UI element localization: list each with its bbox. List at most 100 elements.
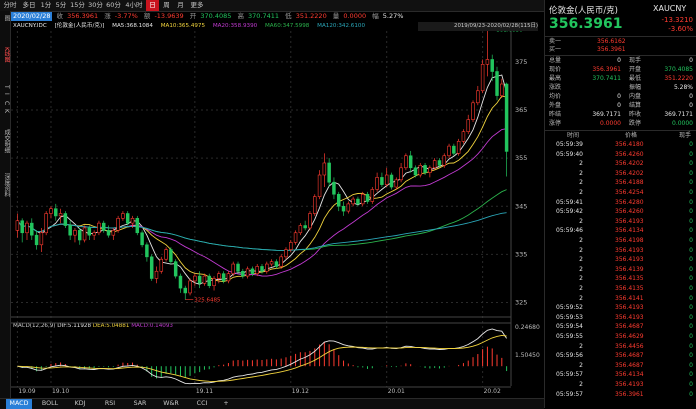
candle	[154, 266, 159, 284]
tick-time: 2	[579, 246, 583, 254]
candle	[408, 150, 413, 173]
period-tab-0[interactable]: 分时	[3, 1, 17, 9]
candle	[149, 254, 154, 281]
period-tab-2[interactable]: 1分	[40, 1, 52, 9]
tick-row[interactable]: 2 356.4141 0	[549, 295, 695, 303]
period-tab-9[interactable]: 周	[163, 1, 170, 9]
period-tab-4[interactable]: 15分	[70, 1, 85, 9]
tick-row[interactable]: 2 356.4254 0	[549, 189, 695, 197]
tick-row[interactable]: 05:59:57 356.3961 0	[549, 391, 695, 399]
tick-row[interactable]: 05:59:39 356.4180 0	[549, 141, 695, 149]
tick-volume: 0	[689, 390, 693, 398]
tick-time: 2	[579, 361, 583, 369]
tick-row[interactable]: 2 356.4202 0	[549, 170, 695, 178]
tick-row[interactable]: 2 356.4687 0	[549, 362, 695, 370]
left-nav-item-1[interactable]: K线图	[3, 47, 10, 63]
candle	[92, 230, 96, 240]
candlestick-chart[interactable]: 375 365 355 345 335 325 19.09 19.10 19.11 19.12 20…	[11, 31, 541, 398]
stat-label: 外盘	[549, 102, 562, 109]
tick-price: 356.4180	[615, 141, 644, 148]
candle	[389, 172, 394, 190]
period-tab-7[interactable]: 4小时	[125, 1, 143, 9]
tick-time: 2	[579, 285, 583, 292]
indicator-tab-macd[interactable]: MACD	[6, 399, 32, 409]
tick-row[interactable]: 2 356.4193 0	[549, 218, 695, 226]
indicator-tab-rsi[interactable]: RSI	[104, 400, 116, 407]
tick-row[interactable]: 2 356.4135 0	[549, 285, 695, 293]
bid-label: 买一	[549, 46, 562, 53]
tick-price: 356.4193	[615, 246, 644, 254]
date-tick-label: 19.12	[292, 388, 309, 395]
divider	[545, 55, 696, 56]
tick-price: 356.4141	[615, 294, 644, 302]
indicator-tab-wr[interactable]: W&R	[163, 400, 179, 407]
period-tab-6[interactable]: 60分	[106, 1, 121, 9]
stats-row: 总量 0 现手 0	[549, 57, 695, 65]
tick-volume: 0	[689, 285, 693, 292]
tick-time: 05:59:42	[556, 208, 583, 216]
stats-row: 外盘 0 结算 0	[549, 102, 695, 110]
tick-row[interactable]: 2 356.4139 0	[549, 266, 695, 274]
left-nav-item-3[interactable]: I	[3, 93, 10, 95]
candle	[428, 165, 432, 178]
tick-price: 356.3961	[615, 390, 644, 398]
tick-time: 2	[579, 265, 583, 273]
candle	[197, 271, 202, 289]
left-nav-item-4[interactable]: C	[3, 101, 10, 106]
tick-volume: 0	[689, 333, 693, 340]
stat-value: 0	[617, 102, 621, 109]
tick-row[interactable]: 05:59:53 356.4193 0	[549, 314, 695, 322]
tick-row[interactable]: 05:59:42 356.4260 0	[549, 208, 695, 216]
symbol-name: [伦敦金(人民币/克)]	[54, 23, 105, 29]
stat-value: 0.0000	[672, 120, 693, 127]
left-nav-item-5[interactable]: K	[3, 109, 10, 113]
tick-row[interactable]: 05:59:55 356.4629 0	[549, 333, 695, 341]
tick-row[interactable]: 05:59:57 356.4134 0	[549, 371, 695, 379]
tick-row[interactable]: 2 356.4193 0	[549, 256, 695, 264]
left-nav-item-7[interactable]: 深度资料	[3, 173, 10, 197]
period-tab-3[interactable]: 5分	[55, 1, 67, 9]
tick-row[interactable]: 2 356.4198 0	[549, 237, 695, 245]
tick-row[interactable]: 05:59:41 356.4280 0	[549, 199, 695, 207]
tick-row[interactable]: 05:59:46 356.4134 0	[549, 227, 695, 235]
candle	[351, 196, 355, 207]
tick-row[interactable]: 05:59:54 356.4687 0	[549, 323, 695, 331]
tick-row[interactable]: 2 356.4193 0	[549, 247, 695, 255]
candle	[336, 191, 341, 212]
tick-row[interactable]: 2 356.4456 0	[549, 343, 695, 351]
ma60-line	[17, 189, 507, 251]
stat-label: 结算	[629, 102, 642, 109]
left-nav-item-0[interactable]: 图	[3, 15, 10, 21]
tick-row[interactable]: 05:59:40 356.4260 0	[549, 151, 695, 159]
ask-row: 卖一 356.6162	[549, 38, 695, 46]
tick-row[interactable]: 05:59:56 356.4687 0	[549, 352, 695, 360]
tick-row[interactable]: 05:59:52 356.4193 0	[549, 304, 695, 312]
period-tab-10[interactable]: 月	[177, 1, 184, 9]
candle	[365, 191, 370, 204]
last-price: 356.3961	[549, 16, 623, 32]
candle	[471, 100, 475, 123]
indicator-tab-cci[interactable]: CCI	[196, 400, 208, 407]
tick-row[interactable]: 2 356.4188 0	[549, 179, 695, 187]
left-nav-item-2[interactable]: T	[3, 85, 10, 89]
indicator-tab-sar[interactable]: SAR	[133, 400, 147, 407]
candle	[370, 187, 375, 204]
tick-row[interactable]: 2 356.4193 0	[549, 381, 695, 389]
candle	[183, 285, 188, 300]
tick-row[interactable]: 2 356.4135 0	[549, 275, 695, 283]
period-tab-8[interactable]: 日	[146, 0, 159, 11]
indicator-tab-boll[interactable]: BOLL	[41, 400, 59, 407]
indicator-tab-kdj[interactable]: KDJ	[74, 400, 86, 407]
left-nav-item-6[interactable]: 成交明细	[3, 129, 10, 153]
indicator-tab-+[interactable]: +	[223, 400, 229, 407]
period-tab-5[interactable]: 30分	[88, 1, 103, 9]
period-tab-1[interactable]: 多日	[22, 1, 36, 9]
candle	[466, 114, 470, 135]
tick-volume: 0	[689, 160, 693, 168]
stat-label: 内盘	[629, 93, 642, 100]
tick-time: 05:59:52	[556, 304, 583, 312]
change2-label: 额	[143, 12, 151, 20]
tick-row[interactable]: 2 356.4202 0	[549, 160, 695, 168]
divider	[545, 36, 696, 37]
period-tab-11[interactable]: 更多	[190, 1, 204, 9]
